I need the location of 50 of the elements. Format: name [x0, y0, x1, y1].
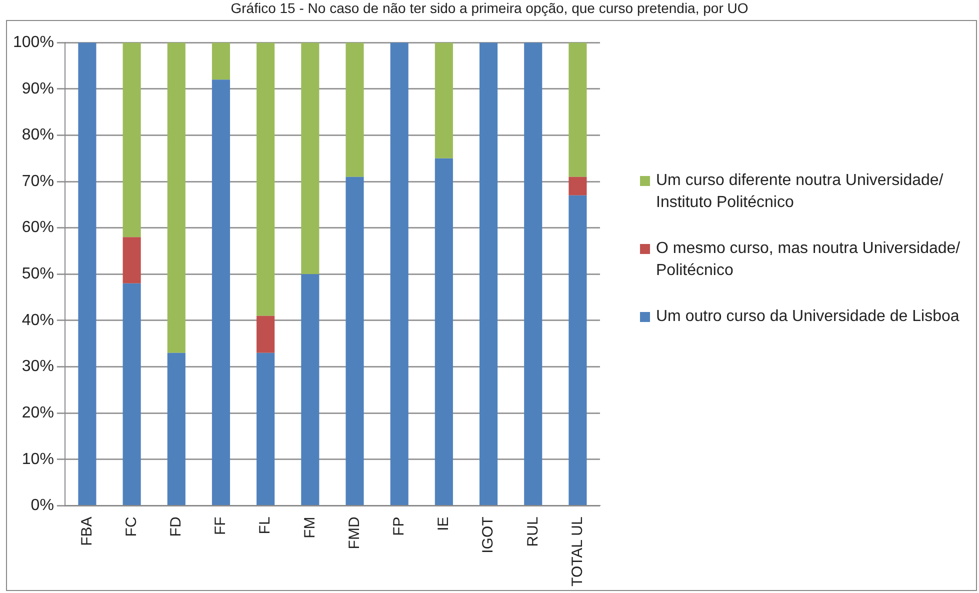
bar — [346, 176, 364, 505]
legend-label: O mesmo curso, mas noutra Universidade/ Politécnico — [656, 239, 962, 281]
chart-title: Gráfico 15 - No caso de não ter sido a primeira opção, que curso pretendia, por UO — [230, 0, 750, 16]
legend-label: Um curso diferente noutra Universidade/ Instituto Politécnico — [656, 171, 944, 213]
x-tick-label: FMD — [346, 516, 363, 550]
x-tick-label: FM — [301, 516, 318, 538]
bar — [568, 176, 587, 196]
bar — [479, 42, 498, 505]
legend-label: Um outro curso da Universidade de Lisboa — [656, 307, 960, 327]
y-tick-label: 0% — [30, 497, 54, 514]
y-tick-label: 60% — [22, 219, 54, 236]
y-tick-label: 100% — [13, 34, 54, 52]
bar — [390, 42, 408, 505]
bar — [212, 42, 230, 80]
y-tick-label: 10% — [22, 450, 54, 468]
bar — [301, 274, 320, 505]
x-tick-label: RUL — [524, 516, 542, 547]
y-tick-label: 50% — [22, 266, 54, 283]
bar — [568, 195, 587, 505]
bar — [122, 283, 141, 505]
y-tick-label: 40% — [22, 312, 54, 329]
x-tick-label: FBA — [78, 516, 96, 546]
bar — [256, 42, 275, 316]
bar — [212, 80, 230, 505]
x-tick-label: TOTAL UL — [568, 516, 586, 586]
y-tick-label: 30% — [22, 358, 54, 376]
bar — [167, 352, 186, 505]
bar — [256, 352, 275, 505]
y-tick-label: 90% — [22, 80, 54, 98]
y-tick-label: 80% — [22, 126, 54, 144]
bar — [122, 42, 141, 238]
bar — [122, 237, 141, 284]
y-tick-label: 20% — [22, 404, 54, 422]
bar — [524, 42, 542, 505]
bar — [167, 42, 186, 353]
x-tick-label: FL — [256, 516, 274, 534]
bar — [301, 42, 320, 274]
x-tick-label: FF — [212, 516, 230, 536]
bar — [256, 316, 275, 353]
x-tick-label: IGOT — [480, 516, 497, 554]
x-tick-label: FC — [122, 516, 140, 537]
bar — [78, 42, 96, 505]
x-tick-label: IE — [435, 516, 452, 531]
bar — [434, 158, 453, 505]
bar — [568, 42, 587, 177]
x-tick-label: FP — [390, 516, 408, 536]
bar — [434, 42, 453, 158]
y-tick-label: 70% — [22, 172, 54, 190]
bar — [346, 42, 364, 177]
x-tick-label: FD — [168, 516, 185, 537]
